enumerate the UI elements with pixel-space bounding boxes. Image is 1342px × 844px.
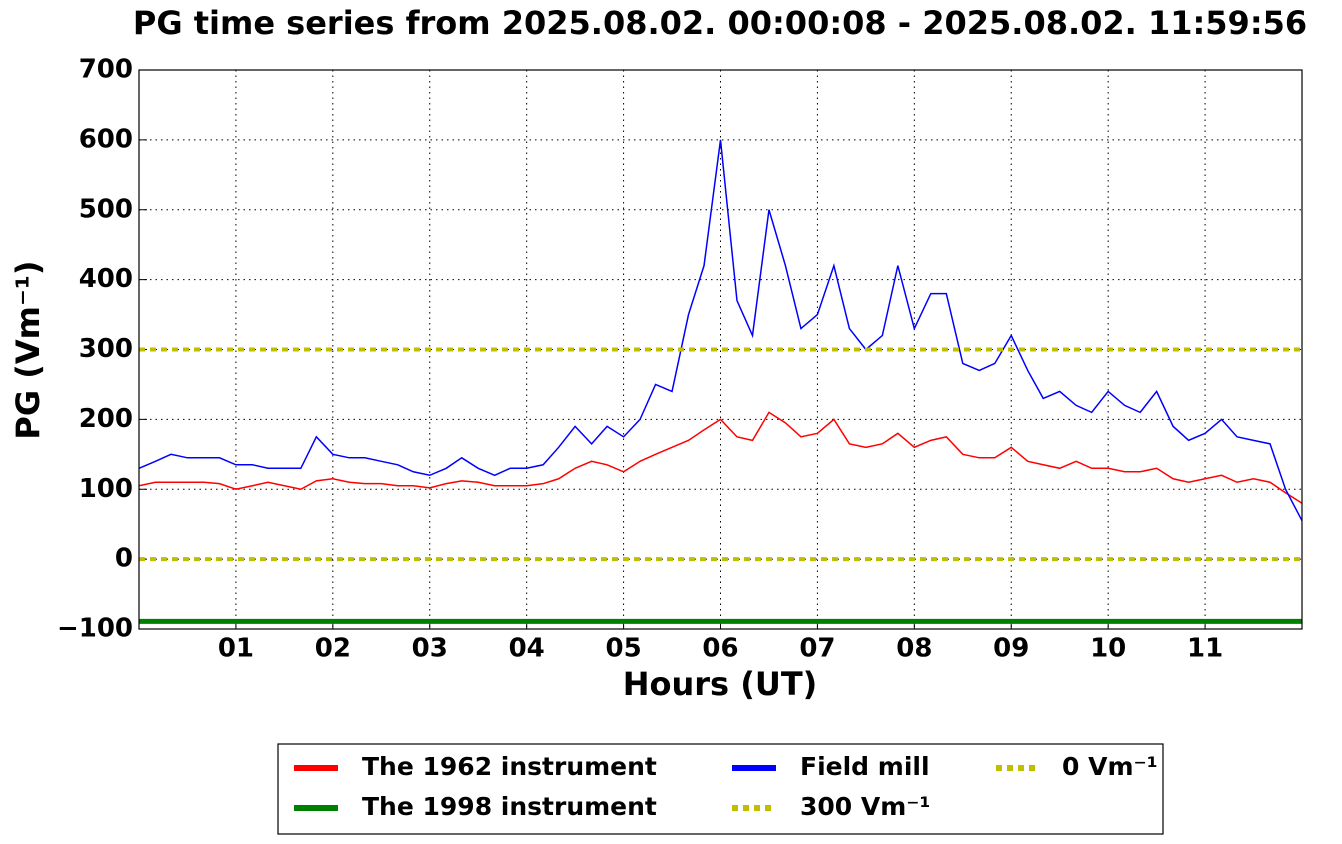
y-tick-label: 200: [79, 404, 133, 434]
plot-frame: [138, 69, 1303, 630]
chart-title: PG time series from 2025.08.02. 00:00:08…: [133, 4, 1307, 42]
x-tick-label: 02: [315, 634, 351, 664]
legend-label: Field mill: [800, 752, 930, 781]
y-tick-label: 0: [115, 544, 133, 574]
series-line: [138, 411, 1303, 504]
x-tick-label: 10: [1090, 634, 1126, 664]
y-axis-label: PG (Vm⁻¹): [9, 260, 47, 439]
y-tick-label: 100: [79, 474, 133, 504]
x-tick-label: 07: [799, 634, 835, 664]
x-tick-label: 06: [702, 634, 738, 664]
legend-label: 0 Vm⁻¹: [1062, 752, 1158, 781]
y-tick-label: 400: [79, 264, 133, 294]
x-tick-label: 01: [218, 634, 254, 664]
x-tick-label: 04: [509, 634, 545, 664]
x-tick-label: 11: [1187, 634, 1223, 664]
legend-label: The 1962 instrument: [362, 752, 657, 781]
x-tick-label: 03: [412, 634, 448, 664]
y-tick-label: 300: [79, 334, 133, 364]
legend-box: [277, 743, 1164, 835]
y-tick-label: −100: [57, 614, 133, 644]
y-tick-label: 600: [79, 124, 133, 154]
x-tick-label: 09: [993, 634, 1029, 664]
y-tick-label: 500: [79, 194, 133, 224]
legend-label: The 1998 instrument: [362, 792, 657, 821]
x-tick-label: 05: [605, 634, 641, 664]
legend-label: 300 Vm⁻¹: [800, 792, 930, 821]
x-axis-label: Hours (UT): [623, 665, 818, 703]
series-line: [138, 139, 1303, 522]
x-tick-label: 08: [896, 634, 932, 664]
y-tick-label: 700: [79, 55, 133, 85]
